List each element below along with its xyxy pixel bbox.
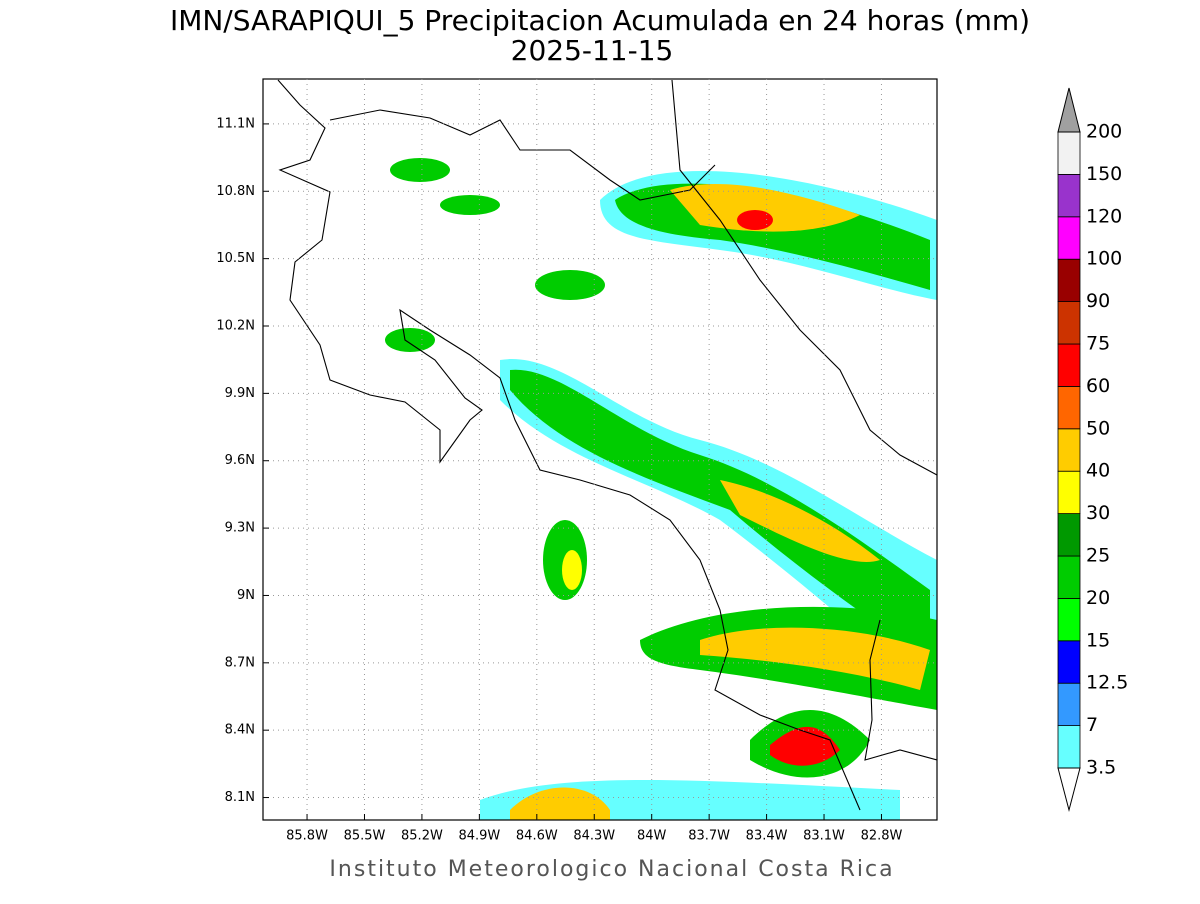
x-tick-label: 84.3W — [573, 829, 615, 844]
colorbar-segment — [1057, 682, 1081, 727]
colorbar-segment — [1057, 258, 1081, 303]
colorbar-label: 75 — [1086, 333, 1110, 355]
x-tick-label: 83.7W — [688, 829, 730, 844]
colorbar-label: 7 — [1086, 714, 1098, 736]
colorbar-label: 50 — [1086, 417, 1110, 439]
precip-area — [700, 627, 930, 690]
colorbar-above — [1057, 87, 1081, 133]
title: IMN/SARAPIQUI_5 Precipitacion Acumulada … — [170, 4, 1030, 37]
y-tick-label: 9.9N — [225, 386, 255, 401]
y-tick-label: 10.5N — [216, 251, 255, 266]
colorbar-segment — [1057, 428, 1081, 472]
precip-area — [737, 210, 773, 230]
colorbar-segment — [1057, 385, 1081, 430]
colorbar-label: 12.5 — [1086, 672, 1128, 694]
colorbar-segment — [1057, 598, 1081, 642]
colorbar-label: 3.5 — [1086, 757, 1116, 779]
subtitle: 2025-11-15 — [511, 34, 674, 67]
colorbar-segment — [1057, 725, 1081, 769]
colorbar-segment — [1057, 513, 1081, 557]
x-tick-label: 82.8W — [861, 829, 903, 844]
y-tick-label: 9.3N — [225, 521, 255, 536]
precip-area — [770, 726, 840, 766]
y-tick-label: 11.1N — [216, 116, 255, 131]
colorbar-label: 100 — [1086, 248, 1122, 270]
x-tick-label: 84.6W — [516, 829, 558, 844]
precip-area — [390, 158, 450, 182]
plot-frame — [262, 78, 938, 821]
x-tick-label: 85.8W — [286, 829, 328, 844]
x-tick-label: 85.2W — [401, 829, 443, 844]
coastline — [277, 79, 861, 811]
precip-area — [440, 195, 500, 215]
border — [329, 109, 716, 201]
precip-area — [562, 550, 582, 590]
precip-area — [670, 184, 860, 232]
colorbar-label: 150 — [1086, 163, 1122, 185]
precip-field — [385, 158, 937, 820]
y-tick-label: 8.4N — [225, 723, 255, 738]
colorbar-segment — [1057, 470, 1081, 515]
colorbar-segment — [1057, 173, 1081, 218]
x-tick-label: 84W — [637, 829, 667, 844]
colorbar-label: 40 — [1086, 460, 1110, 482]
colorbar-segment — [1057, 343, 1081, 387]
y-tick-label: 10.2N — [216, 319, 255, 334]
colorbar-label: 20 — [1086, 587, 1110, 609]
colorbar-label: 60 — [1086, 375, 1110, 397]
colorbar-label: 90 — [1086, 290, 1110, 312]
precip-area — [720, 480, 880, 562]
colorbar-segment — [1057, 131, 1081, 175]
y-tick-label: 9N — [237, 588, 255, 603]
coastlines — [277, 79, 937, 811]
precip-area — [510, 787, 610, 820]
precip-area — [535, 270, 605, 300]
colorbar-segment — [1057, 301, 1081, 345]
colorbar-label: 120 — [1086, 205, 1122, 227]
colorbar-segment — [1057, 555, 1081, 599]
colorbar-label: 200 — [1086, 121, 1122, 143]
colorbar-segment — [1057, 640, 1081, 684]
colorbar-label: 15 — [1086, 629, 1110, 651]
x-tick-label: 83.1W — [803, 829, 845, 844]
x-tick-label: 85.5W — [344, 829, 386, 844]
precip-area — [385, 328, 435, 352]
footer: Instituto Meteorologico Nacional Costa R… — [329, 857, 894, 882]
y-tick-label: 8.7N — [225, 655, 255, 670]
colorbar-segment — [1057, 216, 1081, 260]
colorbar-label: 25 — [1086, 545, 1110, 567]
y-tick-label: 10.8N — [216, 184, 255, 199]
x-tick-label: 84.9W — [458, 829, 500, 844]
colorbar-label: 30 — [1086, 502, 1110, 524]
y-tick-label: 8.1N — [225, 790, 255, 805]
border — [864, 619, 937, 761]
precip-area — [510, 369, 930, 660]
y-tick-label: 9.6N — [225, 453, 255, 468]
colorbar-below — [1057, 767, 1081, 812]
x-tick-label: 83.4W — [746, 829, 788, 844]
